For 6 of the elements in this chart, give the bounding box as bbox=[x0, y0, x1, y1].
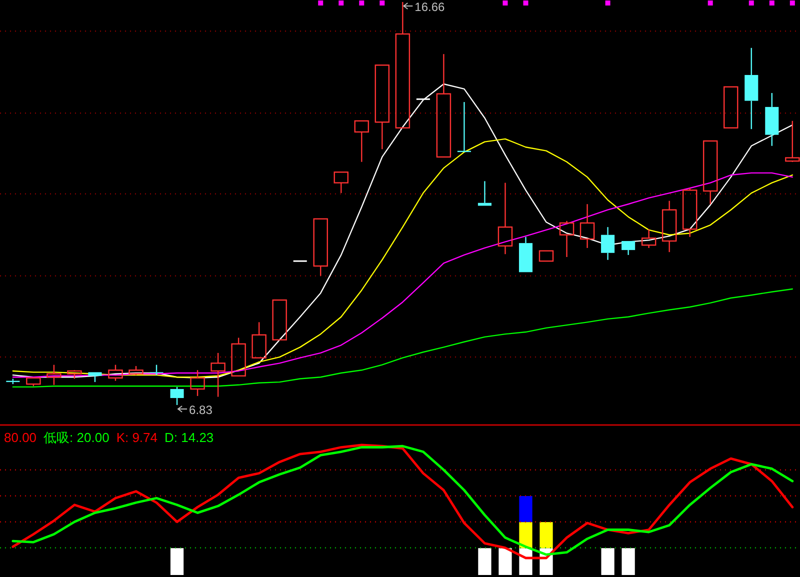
annotation: 80.00 bbox=[4, 430, 37, 445]
text: D: 14.23 bbox=[164, 430, 214, 445]
text: K: 9.74 bbox=[116, 430, 158, 445]
annotation: 6.83 bbox=[189, 403, 213, 417]
annotation: 16.66 bbox=[414, 0, 446, 14]
annotation: 低吸: 20.00 bbox=[44, 430, 110, 445]
